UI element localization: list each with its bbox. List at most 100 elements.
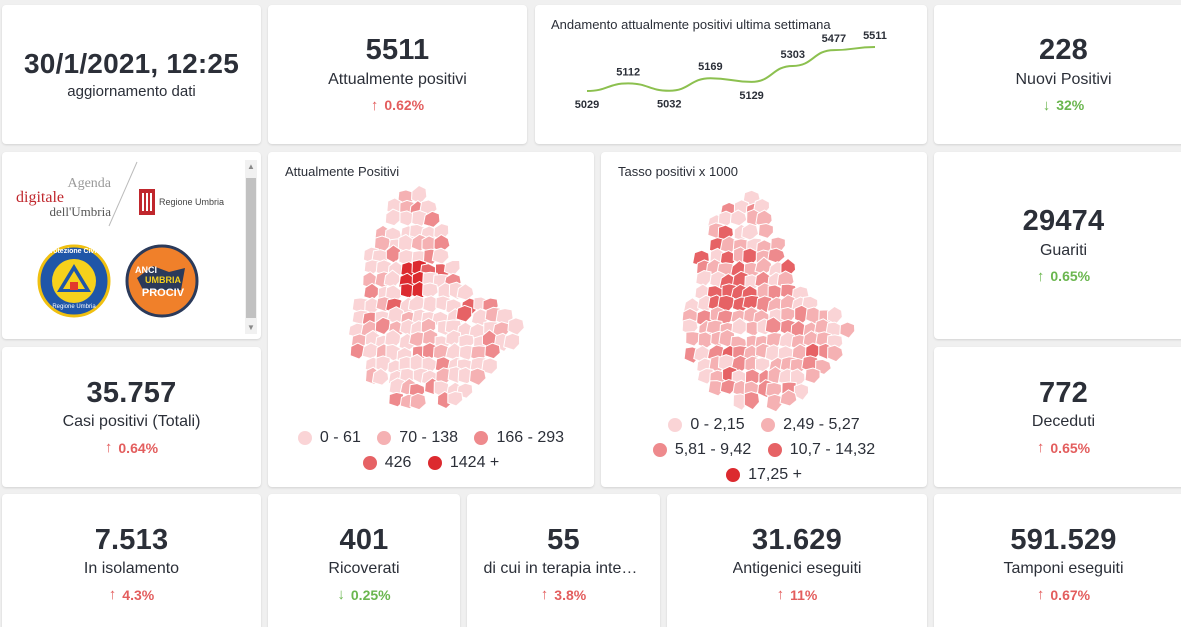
- kpi-change: ↓ 0.25%: [337, 586, 391, 604]
- municipality-area[interactable]: [827, 344, 844, 363]
- municipality-area[interactable]: [779, 389, 798, 407]
- trend-line: [586, 46, 876, 92]
- municipality-area[interactable]: [431, 247, 450, 265]
- kpi-isolamento: 7.513 In isolamento ↑ 4.3%: [2, 494, 261, 627]
- legend-item: 0 - 2,15: [668, 414, 745, 436]
- municipality-area[interactable]: [827, 305, 843, 325]
- arrow-up-icon: ↑: [1036, 439, 1045, 457]
- kpi-label: Nuovi Positivi: [1015, 70, 1112, 88]
- map-title: Attualmente Positivi: [285, 164, 400, 179]
- municipality-area[interactable]: [757, 223, 774, 239]
- scroll-thumb[interactable]: [246, 178, 256, 318]
- municipality-area[interactable]: [507, 317, 525, 336]
- kpi-label: Antigenici eseguiti: [732, 560, 862, 578]
- kpi-antigenici: 31.629 Antigenici eseguiti ↑ 11%: [667, 494, 927, 627]
- umbria-map-tasso[interactable]: [601, 182, 927, 452]
- logos-card[interactable]: Agenda digitale dell'Umbria Regione Umbr…: [2, 152, 261, 339]
- kpi-change: ↑ 0.65%: [1036, 267, 1091, 285]
- protezione-civile-text: Protezione Civile: [45, 248, 103, 255]
- legend-item: 1424 +: [427, 452, 499, 474]
- municipality-area[interactable]: [411, 184, 428, 205]
- kpi-label: Attualmente positivi: [328, 70, 467, 88]
- protezione-civile-region: Regione Umbria: [52, 304, 96, 310]
- kpi-change: ↑ 0.67%: [1036, 586, 1091, 604]
- kpi-label: Deceduti: [1031, 413, 1096, 431]
- municipality-area[interactable]: [443, 259, 461, 277]
- scroll-down-icon[interactable]: ▼: [247, 323, 255, 332]
- logos-scrollbar[interactable]: ▲ ▼: [245, 160, 257, 334]
- map-attualmente-positivi-card: Attualmente Positivi 0 - 61 70 - 138 166…: [268, 152, 594, 487]
- kpi-change: ↑ 0.65%: [1036, 439, 1091, 457]
- divider-line: [108, 161, 138, 227]
- agenda-digitale-logo: Agenda digitale dell'Umbria: [16, 176, 111, 219]
- municipality-area[interactable]: [804, 367, 821, 385]
- municipality-area[interactable]: [409, 392, 427, 411]
- municipality-area[interactable]: [839, 321, 856, 339]
- municipality-area[interactable]: [767, 247, 786, 264]
- legend-item: 10,7 - 14,32: [767, 439, 875, 461]
- kpi-value: 772: [1039, 376, 1088, 409]
- kpi-label: Tamponi eseguiti: [1003, 560, 1124, 578]
- municipality-area[interactable]: [484, 342, 501, 360]
- kpi-change: ↑ 11%: [776, 586, 818, 604]
- data-label: 5169: [698, 61, 722, 73]
- data-label: 5129: [739, 90, 763, 102]
- legend-item: 5,81 - 9,42: [652, 439, 751, 461]
- kpi-value: 228: [1039, 34, 1088, 67]
- data-label: 5029: [575, 99, 599, 111]
- municipality-area[interactable]: [754, 357, 771, 373]
- legend-item: 166 - 293: [474, 427, 564, 449]
- arrow-up-icon: ↑: [1036, 267, 1045, 285]
- kpi-value: 5511: [365, 34, 430, 67]
- municipality-area[interactable]: [422, 210, 441, 228]
- legend-item: 426: [362, 452, 411, 474]
- data-label: 5511: [863, 30, 887, 42]
- kpi-value: 29474: [1022, 205, 1105, 238]
- legend-item: 17,25 +: [726, 464, 802, 486]
- data-label: 5477: [822, 33, 846, 45]
- municipality-area[interactable]: [447, 391, 464, 407]
- regione-umbria-emblem-icon: [139, 189, 155, 215]
- arrow-down-icon: ↓: [337, 586, 345, 604]
- anci-text: ANCI UMBRIA PROCIV: [135, 265, 185, 299]
- arrow-up-icon: ↑: [370, 96, 379, 114]
- kpi-nuovi-positivi: 228 Nuovi Positivi ↓ 32%: [934, 5, 1181, 144]
- kpi-value: 591.529: [1010, 523, 1117, 556]
- kpi-value: 55: [547, 523, 580, 556]
- kpi-value: 7.513: [94, 523, 169, 556]
- umbria-map-positivi[interactable]: [268, 182, 594, 452]
- kpi-change: ↑ 0.64%: [104, 439, 159, 457]
- municipality-area[interactable]: [469, 367, 487, 387]
- update-label: aggiornamento dati: [67, 83, 196, 101]
- map-tasso-positivi-card: Tasso positivi x 1000 0 - 2,15 2,49 - 5,…: [601, 152, 927, 487]
- legend-item: 2,49 - 5,27: [761, 414, 860, 436]
- municipality-area[interactable]: [743, 391, 760, 411]
- kpi-label: di cui in terapia intensiva: [483, 560, 644, 578]
- municipality-area[interactable]: [455, 304, 473, 323]
- kpi-terapia-intensiva: 55 di cui in terapia intensiva ↑ 3.8%: [467, 494, 660, 627]
- scroll-up-icon[interactable]: ▲: [247, 162, 255, 171]
- map-legend: 0 - 2,15 2,49 - 5,27 5,81 - 9,42 10,7 - …: [601, 414, 927, 487]
- trend-chart-card: Andamento attualmente positivi ultima se…: [535, 5, 927, 144]
- municipality-area[interactable]: [433, 234, 451, 253]
- arrow-down-icon: ↓: [1042, 96, 1051, 114]
- municipality-area[interactable]: [765, 393, 783, 413]
- municipality-area[interactable]: [456, 283, 475, 301]
- kpi-value: 35.757: [86, 376, 177, 409]
- kpi-label: Ricoverati: [328, 560, 400, 578]
- kpi-tamponi: 591.529 Tamponi eseguiti ↑ 0.67%: [934, 494, 1181, 627]
- map-title: Tasso positivi x 1000: [618, 164, 738, 179]
- kpi-casi-totali: 35.757 Casi positivi (Totali) ↑ 0.64%: [2, 347, 261, 487]
- kpi-label: Guariti: [1039, 241, 1088, 259]
- regione-umbria-logo: Regione Umbria: [139, 189, 224, 215]
- legend-item: 0 - 61: [297, 427, 361, 449]
- arrow-up-icon: ↑: [1036, 586, 1045, 604]
- arrow-up-icon: ↑: [540, 586, 549, 604]
- municipality-area[interactable]: [503, 332, 521, 351]
- kpi-guariti: 29474 Guariti ↑ 0.65%: [934, 152, 1181, 339]
- kpi-value: 401: [339, 523, 389, 556]
- kpi-label: Casi positivi (Totali): [62, 413, 201, 431]
- municipality-area[interactable]: [433, 222, 450, 241]
- kpi-change: ↑ 0.62%: [370, 96, 425, 114]
- anci-prociv-logo: [125, 244, 199, 318]
